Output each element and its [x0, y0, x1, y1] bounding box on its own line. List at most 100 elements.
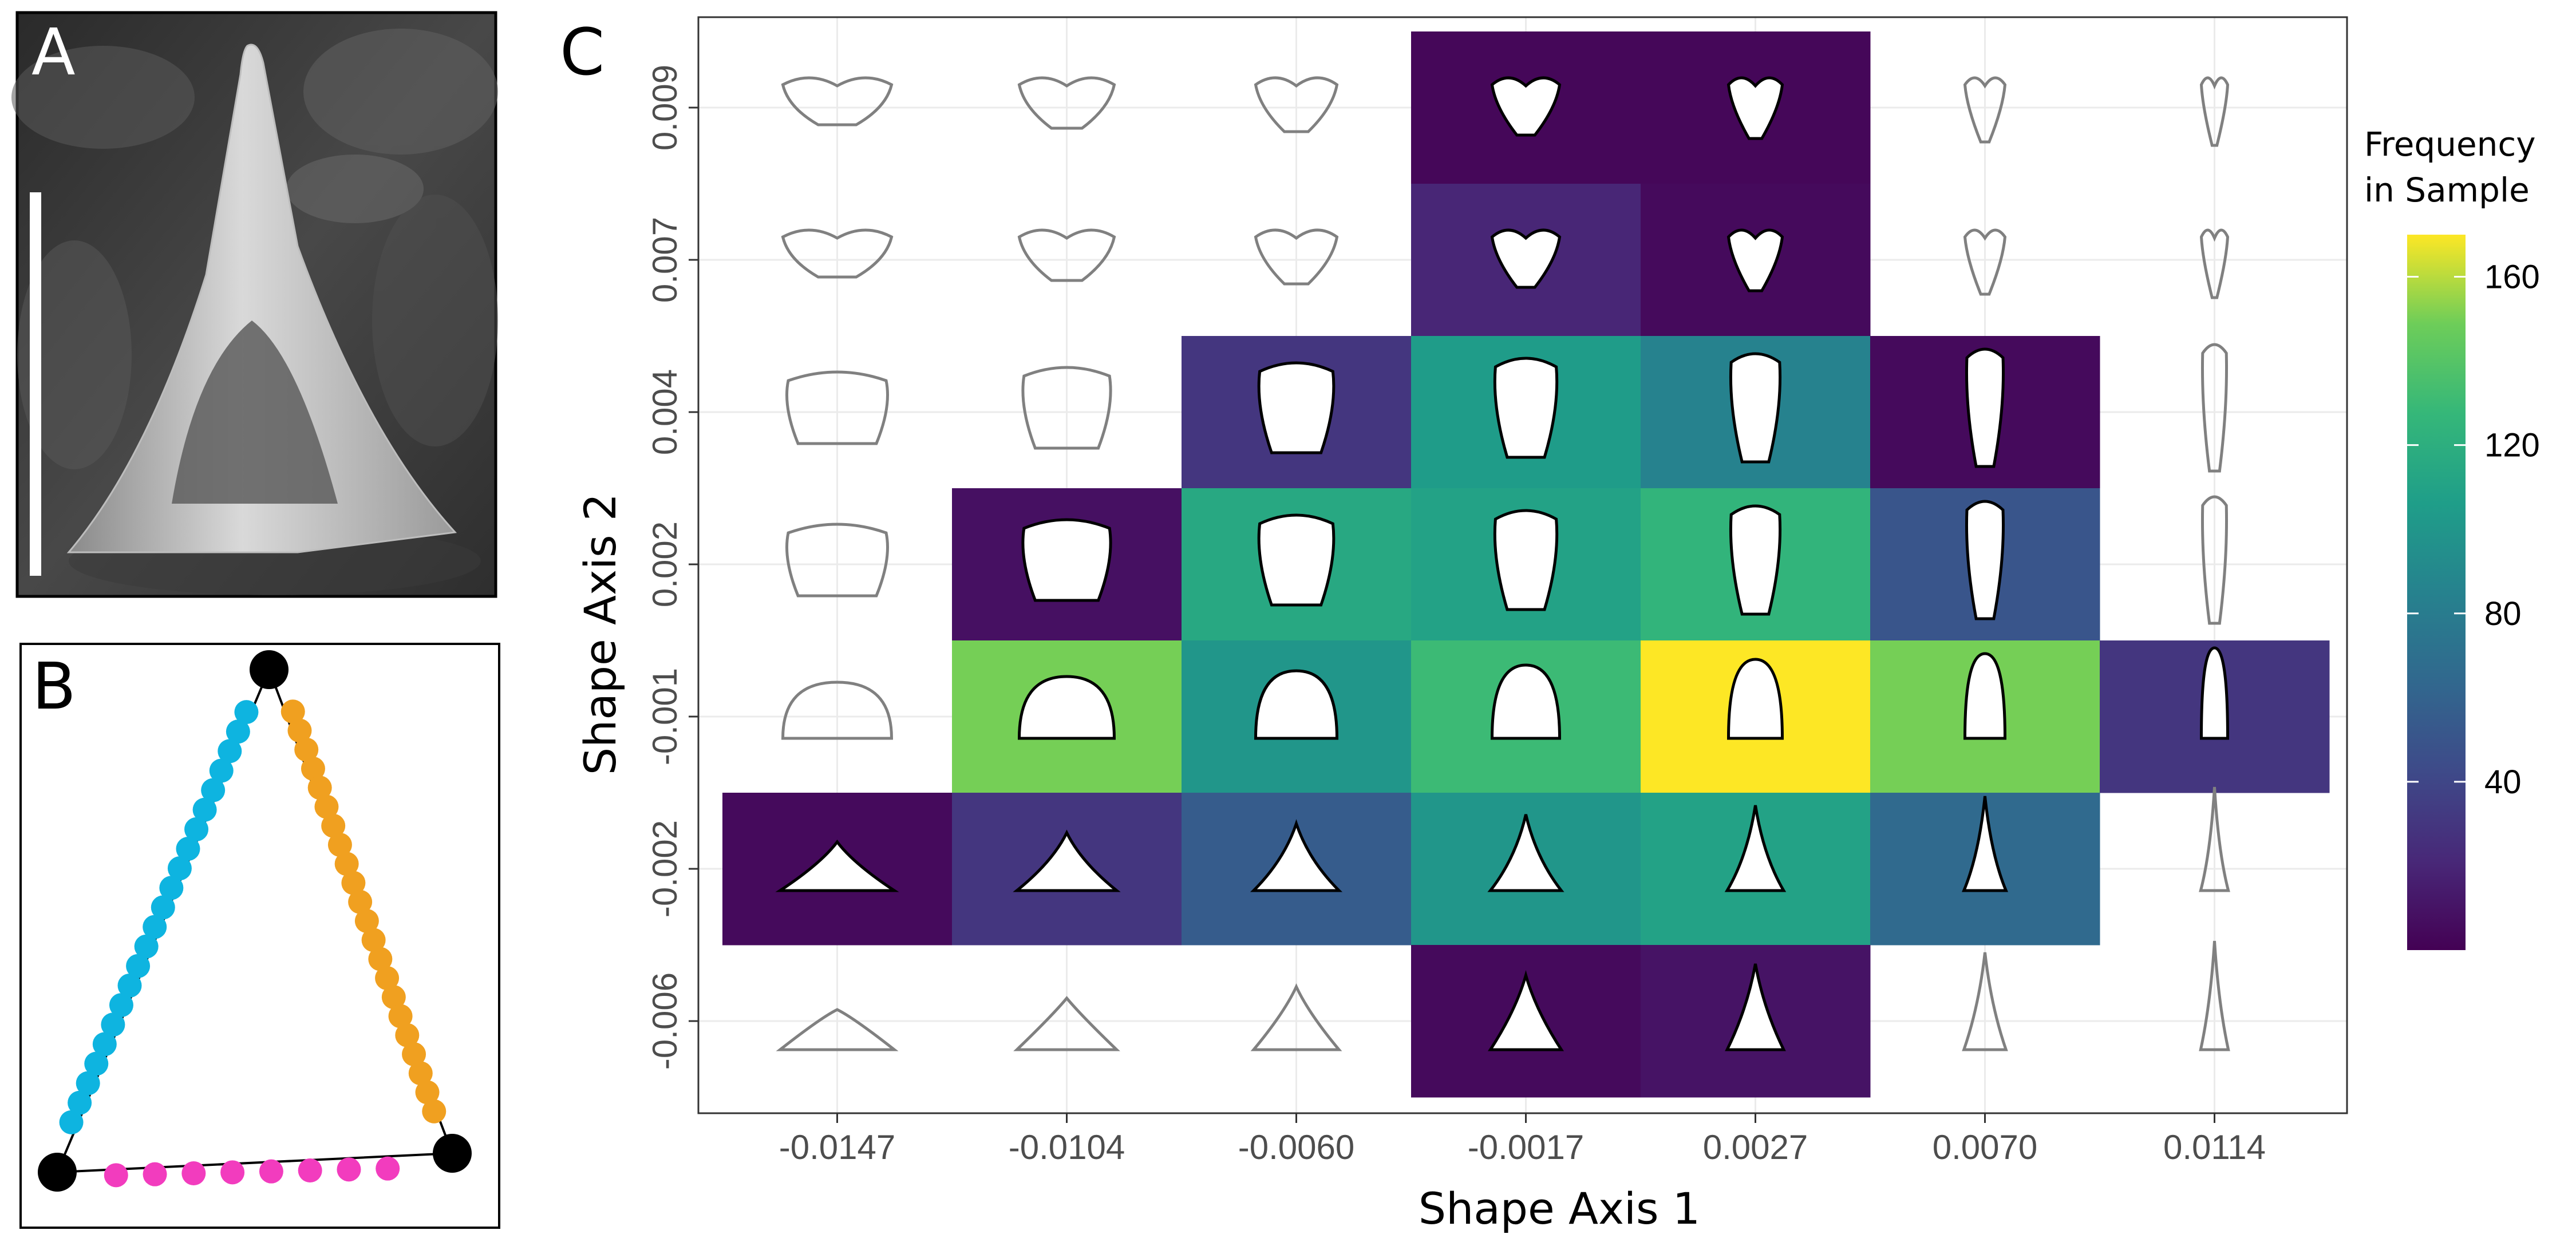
sem-tooth-cavity: [172, 321, 338, 504]
y-tick-label: -0.002: [646, 820, 684, 917]
shape-outline-observed: [1963, 652, 2007, 740]
shape-outline-unobserved: [781, 228, 894, 279]
landmark-point: [76, 1071, 100, 1095]
landmark-point: [375, 966, 400, 990]
landmark-point: [126, 954, 151, 978]
landmark-point: [104, 1163, 128, 1188]
landmark-point: [143, 1162, 167, 1186]
shape-outline-unobserved: [776, 1008, 899, 1051]
landmark-anchor-point: [250, 650, 289, 689]
shape-outline-observed: [1257, 361, 1336, 454]
shape-outline-unobserved: [2199, 786, 2230, 892]
shape-outline-observed: [775, 839, 899, 892]
landmark-point: [294, 737, 319, 762]
shape-outline-unobserved: [1017, 228, 1116, 282]
landmark-point: [220, 1160, 245, 1185]
landmark-point: [109, 993, 133, 1018]
shape-outline-unobserved: [2199, 940, 2230, 1051]
shape-outline-observed: [1490, 76, 1562, 137]
shape-outline-unobserved: [1013, 996, 1120, 1051]
shape-outline-unobserved: [1962, 952, 2008, 1051]
legend-title-line1: Frequency: [2364, 125, 2536, 164]
landmark-point: [101, 1012, 125, 1037]
y-tick-label: -0.006: [646, 972, 684, 1070]
shape-outline-unobserved: [785, 370, 889, 445]
shape-outline-observed: [1013, 829, 1121, 892]
landmark-point: [84, 1051, 109, 1076]
shape-outline-unobserved: [2200, 495, 2229, 625]
landmark-point: [176, 837, 200, 861]
landmark-point: [92, 1032, 117, 1057]
x-tick-label: 0.0114: [2163, 1128, 2266, 1166]
colorbar: [2407, 235, 2466, 950]
shape-outline-unobserved: [1963, 228, 2007, 296]
x-tick-label: -0.0017: [1468, 1128, 1585, 1166]
shape-outline-unobserved: [1017, 76, 1116, 130]
shape-outline-observed: [1021, 518, 1112, 602]
landmark-point: [181, 1161, 206, 1185]
landmark-frame: [19, 643, 500, 1229]
panel-c-label: C: [560, 15, 605, 90]
landmark-point: [368, 947, 393, 971]
shape-outline-observed: [1490, 663, 1562, 740]
landmark-point: [151, 895, 175, 920]
landmark-point: [422, 1099, 447, 1124]
legend-ticks: 160 120 80 40: [2407, 259, 2540, 801]
shape-outline-observed: [1726, 76, 1784, 140]
landmark-point: [68, 1090, 92, 1115]
shape-outline-observed: [1490, 228, 1562, 289]
shape-outlines: [775, 76, 2230, 1051]
shape-outline-unobserved: [2200, 343, 2229, 473]
y-tick-label: 0.004: [646, 369, 684, 455]
landmarks: [38, 650, 472, 1192]
landmark-point: [287, 718, 312, 743]
landmark-point: [334, 852, 359, 876]
landmark-point: [184, 817, 209, 841]
x-tick-label: 0.0070: [1933, 1128, 2038, 1166]
landmark-point: [134, 934, 159, 959]
landmark-point: [259, 1159, 283, 1184]
landmark-point: [354, 909, 379, 933]
x-tick-label: 0.0027: [1703, 1128, 1808, 1166]
legend-tick-label: 160: [2484, 259, 2540, 296]
shape-outline-observed: [1965, 500, 2005, 620]
shape-outline-unobserved: [1250, 983, 1342, 1051]
shape-outline-observed: [1250, 819, 1343, 892]
x-axis-ticks: -0.0147 -0.0104 -0.0060 -0.0017 0.0027 0.0070…: [779, 1113, 2266, 1166]
shape-outline-observed: [1493, 357, 1559, 459]
landmark-point: [209, 758, 234, 783]
panel-b-label: B: [32, 650, 76, 724]
shape-outline-unobserved: [781, 681, 894, 740]
landmark-point: [408, 1061, 433, 1086]
x-tick-label: -0.0104: [1009, 1128, 1125, 1166]
shape-outline-observed: [1017, 675, 1116, 740]
shape-outline-unobserved: [785, 523, 889, 598]
y-axis-title: Shape Axis 2: [575, 493, 626, 775]
landmark-point: [234, 700, 259, 725]
landmark-point: [159, 876, 184, 900]
shape-outline-observed: [1493, 509, 1559, 611]
panel-b: B: [19, 643, 500, 1229]
y-tick-label: 0.002: [646, 521, 684, 607]
shape-outline-observed: [1725, 963, 1786, 1051]
shape-outline-observed: [1962, 796, 2008, 892]
shape-outline-unobserved: [1021, 366, 1112, 450]
landmark-point: [348, 889, 373, 914]
legend-tick-label: 120: [2484, 427, 2540, 464]
colorbar-legend: Frequency in Sample 160 120 80 40: [2364, 125, 2540, 950]
shape-outline-observed: [1726, 228, 1784, 292]
shape-outline-observed: [1487, 970, 1564, 1051]
shape-outline-observed: [1729, 352, 1782, 464]
landmark-point: [381, 985, 406, 1010]
shape-outline-unobserved: [1254, 228, 1339, 286]
landmark-anchor-point: [38, 1153, 77, 1192]
landmark-point: [167, 856, 192, 881]
landmark-point: [59, 1110, 84, 1134]
landmark-point: [402, 1042, 426, 1066]
shape-outline-unobserved: [1963, 76, 2007, 144]
x-axis-title: Shape Axis 1: [1419, 1183, 1700, 1234]
landmark-point: [388, 1004, 413, 1029]
sem-tooth: [66, 43, 457, 553]
landmark-point: [321, 813, 346, 838]
